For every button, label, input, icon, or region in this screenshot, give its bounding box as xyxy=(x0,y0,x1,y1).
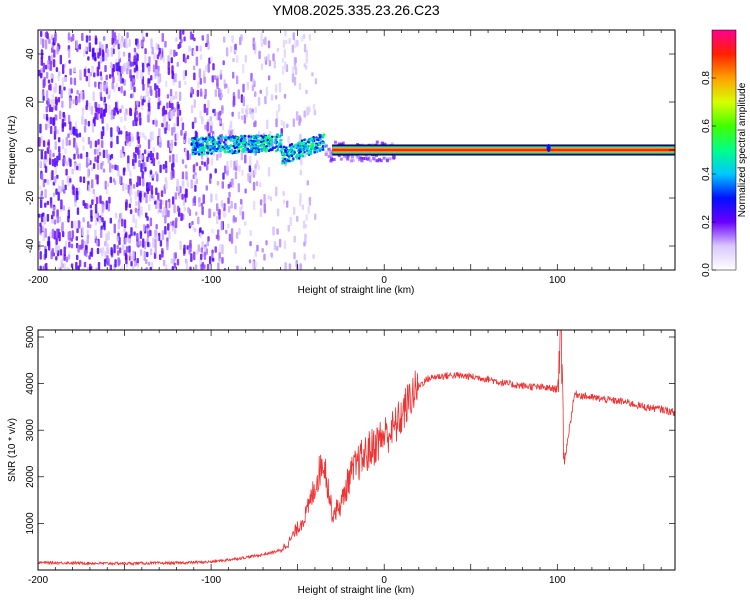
snr-xtick-label: -200 xyxy=(28,575,48,586)
spectrogram-xtick-label: 100 xyxy=(549,275,566,286)
spectrogram-xtick-label: -200 xyxy=(28,275,48,286)
snr-xlabel: Height of straight line (km) xyxy=(298,585,415,596)
snr-ytick-label: 4000 xyxy=(25,372,36,395)
colorbar-label: Normalized spectral amplitude xyxy=(737,82,748,217)
spectrogram-xlabel: Height of straight line (km) xyxy=(298,285,415,296)
spectrogram-ytick-label: 40 xyxy=(25,48,36,60)
snr-axes: -200 -100 0 100 1000 2000 3000 4000 5000 xyxy=(25,325,676,586)
colorbar-tick-label: 0.8 xyxy=(701,71,712,85)
colorbar-ticks: 0.0 0.2 0.4 0.6 0.8 xyxy=(701,71,716,277)
snr-ytick-label: 5000 xyxy=(25,325,36,348)
snr-ytick-label: 1000 xyxy=(25,512,36,535)
snr-ytick-label: 3000 xyxy=(25,419,36,442)
colorbar: 0.0 0.2 0.4 0.6 0.8 Normalized spectral ampl… xyxy=(701,29,748,277)
snr-ytick-label: 2000 xyxy=(25,465,36,488)
snr-line xyxy=(38,330,675,567)
snr-xtick-label: 0 xyxy=(381,575,387,586)
carrier-line xyxy=(332,144,675,156)
spectrogram-ytick-label: -20 xyxy=(25,190,36,205)
spectrogram-ylabel: Frequency (Hz) xyxy=(7,116,18,185)
spectrogram-xtick-label: 0 xyxy=(381,275,387,286)
snr-xtick-label: 100 xyxy=(549,575,566,586)
spectrogram-cells xyxy=(38,30,396,270)
spectrogram-xtick-label: -100 xyxy=(201,275,221,286)
colorbar-tick-label: 0.2 xyxy=(701,215,712,229)
colorbar-tick-label: 0.0 xyxy=(701,263,712,277)
snr-ylabel: SNR (10 * v/v) xyxy=(7,418,18,482)
spectrogram-ytick-label: -40 xyxy=(25,238,36,253)
snr-frame xyxy=(37,329,676,571)
spectrogram-ytick-label: 20 xyxy=(25,96,36,108)
snr-panel: -200 -100 0 100 1000 2000 3000 4000 5000 Height … xyxy=(7,325,676,596)
spectrogram-ytick-label: 0 xyxy=(25,147,36,153)
colorbar-tick-label: 0.4 xyxy=(701,167,712,181)
colorbar-gradient xyxy=(711,29,737,271)
snr-plot-area xyxy=(38,330,675,570)
figure-title: YM08.2025.335.23.26.C23 xyxy=(272,2,440,18)
colorbar-tick-label: 0.6 xyxy=(701,119,712,133)
snr-xtick-label: -100 xyxy=(201,575,221,586)
